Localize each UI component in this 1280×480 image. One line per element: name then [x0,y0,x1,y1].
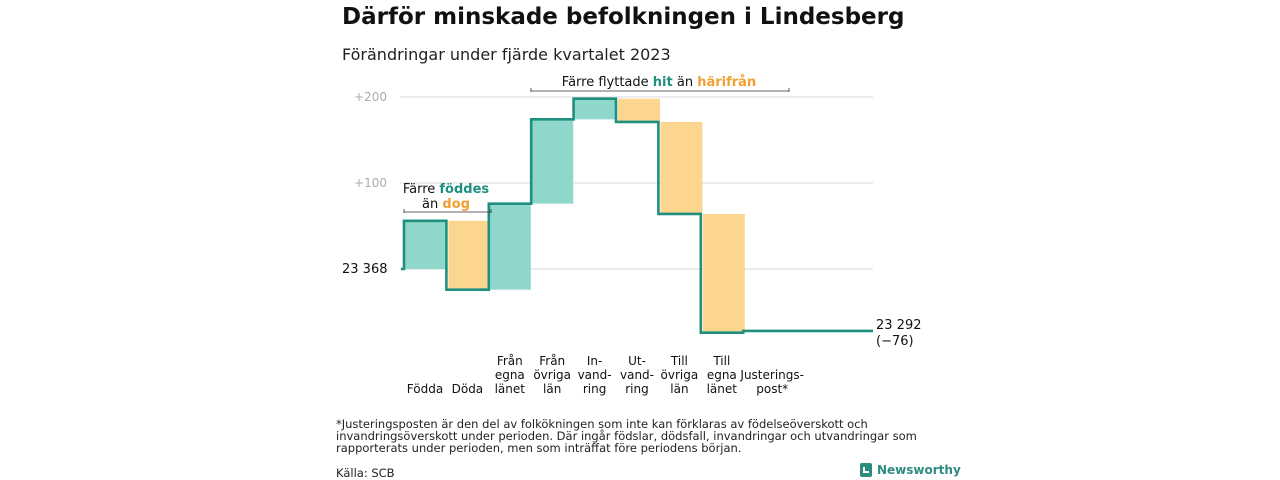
brand-name: Newsworthy [877,463,961,477]
waterfall-bar [404,220,446,269]
category-label: Ut- [628,354,646,368]
waterfall-bar [448,220,491,290]
annotation-births-deaths-part: Färre [403,182,440,197]
end-change-label: (−76) [876,334,914,349]
annotation-births-deaths-line2: än dog [422,197,470,212]
category-label: Födda [407,382,443,396]
category-label: vand- [578,368,612,382]
category-label: ring [625,382,649,396]
end-value-label: 23 292 [876,318,922,333]
chart-subtitle: Förändringar under fjärde kvartalet 2023 [342,45,671,64]
annotation-migration-part: Färre flyttade [562,75,653,90]
source-label: Källa: SCB [336,466,395,480]
category-label: övriga [661,368,699,382]
chart-title: Därför minskade befolkningen i Lindesber… [342,4,905,30]
category-label: län [543,382,561,396]
annotation-migration-part: hit [653,75,673,90]
annotation-births-deaths-line2-part: än [422,197,442,212]
footnote: *Justeringsposten är den del av folkökni… [336,417,917,455]
waterfall-bar [702,213,745,333]
category-label: post* [756,382,788,396]
waterfall-bar [573,98,616,120]
annotation-births-deaths-part: föddes [439,182,489,197]
annotation-migration-part: härifrån [697,75,756,90]
category-label: Från [539,354,565,368]
y-tick-label: +200 [354,90,387,104]
brand: Newsworthy [860,463,961,477]
waterfall-bar [618,98,660,122]
category-label: län [670,382,688,396]
annotation-migration-part: än [673,75,697,90]
waterfall-bar [660,121,703,214]
category-label: länet [707,382,738,396]
waterfall-bar [531,119,574,204]
waterfall-bar [488,203,531,290]
newsworthy-logo-icon [860,463,872,477]
category-label: länet [495,382,526,396]
category-label: Till [712,354,730,368]
category-label: Justerings- [739,368,804,382]
annotation-births-deaths-line2-part: dog [442,197,470,212]
running-total-line [401,97,873,334]
annotation-births-deaths: Färre föddes [403,182,490,197]
category-label: In- [587,354,602,368]
category-label: Till [670,354,688,368]
category-label: Döda [452,382,484,396]
category-label: ring [583,382,607,396]
annotation-migration: Färre flyttade hit än härifrån [562,75,756,90]
category-label: egna [707,368,737,382]
category-label: Från [497,354,523,368]
y-tick-label: +100 [354,176,387,190]
category-label: vand- [620,368,654,382]
category-label: övriga [533,368,571,382]
start-value-label: 23 368 [342,262,388,277]
category-label: egna [495,368,525,382]
